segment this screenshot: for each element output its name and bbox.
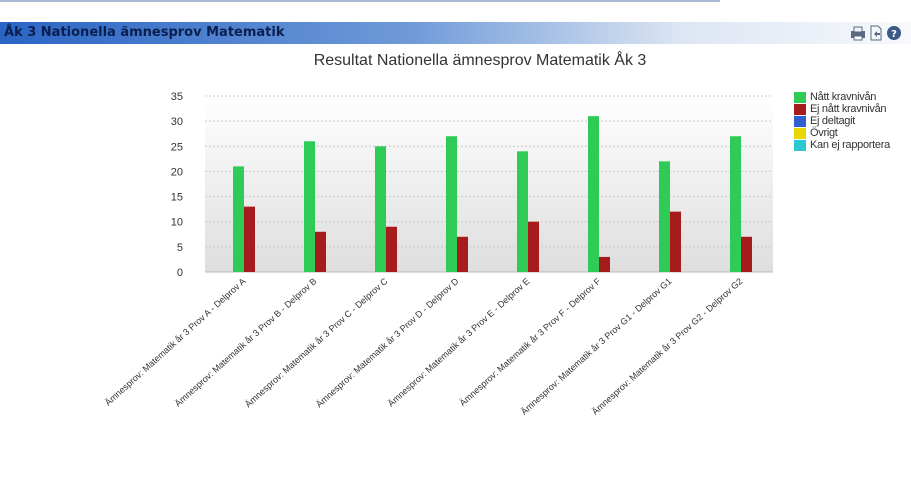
top-border-line — [0, 0, 720, 2]
x-tick-label: Ämnesprov: Matematik år 3 Prov G2 - Delp… — [590, 276, 745, 417]
legend-label: Nått kravnivån — [810, 91, 877, 103]
help-icon[interactable]: ? — [886, 25, 902, 41]
bar-natt-kravnivan — [659, 161, 670, 272]
y-tick-label: 15 — [171, 192, 183, 204]
legend-label: Kan ej rapportera — [810, 139, 890, 151]
y-tick-label: 0 — [177, 267, 183, 279]
bar-ej-natt-kravnivan — [244, 206, 255, 272]
legend-swatch — [794, 140, 806, 151]
legend-swatch — [794, 116, 806, 127]
bar-ej-natt-kravnivan — [741, 236, 752, 272]
y-tick-label: 25 — [171, 141, 183, 153]
legend-label: Ej nått kravnivån — [810, 103, 887, 115]
x-tick-label: Ämnesprov: Matematik år 3 Prov A - Delpr… — [103, 276, 248, 408]
bar-ej-natt-kravnivan — [315, 231, 326, 272]
y-tick-label: 5 — [177, 242, 183, 254]
print-icon[interactable] — [850, 25, 866, 41]
x-tick-label: Ämnesprov: Matematik år 3 Prov E - Delpr… — [386, 276, 532, 409]
x-tick-label: Ämnesprov: Matematik år 3 Prov B - Delpr… — [173, 276, 319, 409]
export-icon[interactable] — [868, 25, 884, 41]
svg-text:?: ? — [891, 29, 897, 40]
chart-title: Resultat Nationella ämnesprov Matematik … — [313, 52, 647, 69]
x-tick-label: Ämnesprov: Matematik år 3 Prov C - Delpr… — [243, 276, 390, 410]
y-tick-label: 35 — [171, 91, 183, 103]
legend-swatch — [794, 128, 806, 139]
bar-ej-natt-kravnivan — [599, 256, 610, 272]
bar-natt-kravnivan — [375, 146, 386, 272]
x-tick-label: Ämnesprov: Matematik år 3 Prov G1 - Delp… — [519, 276, 674, 417]
legend-label: Övrigt — [810, 127, 838, 139]
x-tick-label: Ämnesprov: Matematik år 3 Prov D - Delpr… — [314, 276, 461, 410]
bar-ej-natt-kravnivan — [386, 226, 397, 272]
legend-label: Ej deltagit — [810, 115, 856, 127]
legend-swatch — [794, 92, 806, 103]
panel-title: Åk 3 Nationella ämnesprov Matematik — [4, 25, 285, 40]
bar-natt-kravnivan — [304, 141, 315, 272]
plot-area — [205, 96, 773, 272]
bar-natt-kravnivan — [233, 166, 244, 272]
y-tick-label: 20 — [171, 166, 183, 178]
x-tick-label: Ämnesprov: Matematik år 3 Prov F - Delpr… — [458, 276, 603, 408]
legend-swatch — [794, 104, 806, 115]
bar-natt-kravnivan — [588, 116, 599, 272]
bar-ej-natt-kravnivan — [670, 211, 681, 272]
bar-natt-kravnivan — [446, 136, 457, 272]
bar-ej-natt-kravnivan — [528, 221, 539, 272]
y-tick-label: 30 — [171, 116, 183, 128]
panel-titlebar: Åk 3 Nationella ämnesprov Matematik ? — [0, 22, 911, 44]
bar-ej-natt-kravnivan — [457, 236, 468, 272]
bar-natt-kravnivan — [517, 151, 528, 272]
y-tick-label: 10 — [171, 217, 183, 229]
bar-natt-kravnivan — [730, 136, 741, 272]
